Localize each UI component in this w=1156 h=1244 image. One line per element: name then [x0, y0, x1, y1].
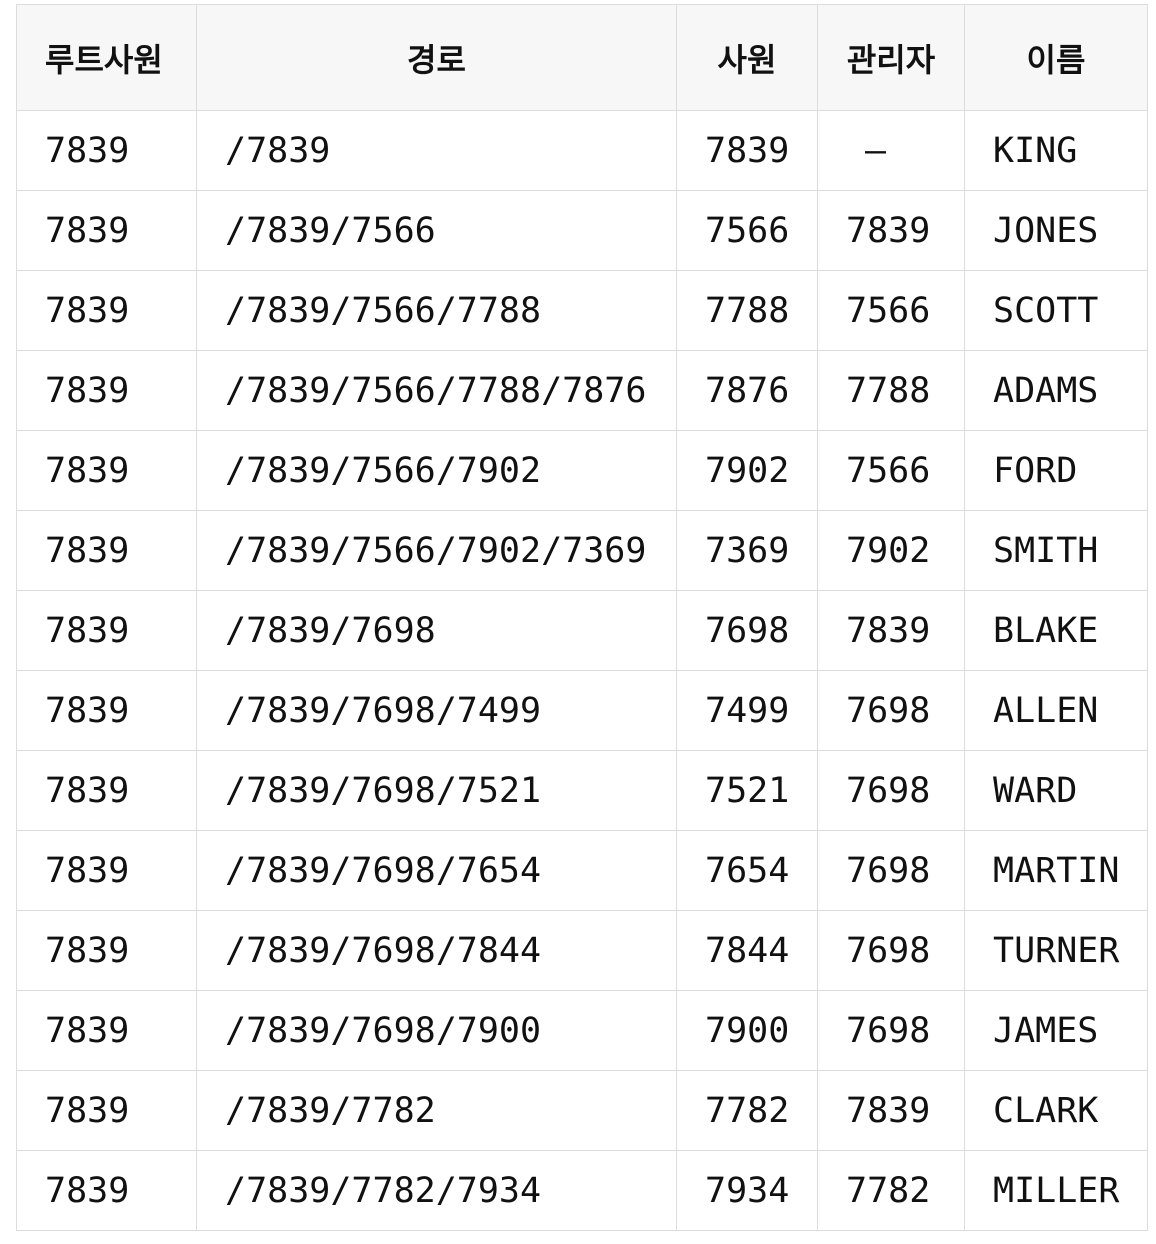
table-row: 7839/7839/7566/7902/7369 7369 7902 SMITH: [16, 510, 1148, 591]
hierarchy-table-container: 루트사원 경로 사원 관리자 이름 7839/7839 7839– KING 7839…: [16, 4, 1148, 1231]
path-cell: /7839/7566/7788: [196, 270, 677, 351]
root-employee-cell: 7839: [16, 510, 197, 591]
name-cell: WARD: [964, 750, 1148, 831]
name-cell: SCOTT: [964, 270, 1148, 351]
name-cell: KING: [964, 110, 1148, 191]
manager-cell: 7839: [817, 590, 965, 671]
manager-cell: 7698: [817, 830, 965, 911]
header-path: 경로: [196, 4, 677, 111]
table-row: 7839/7839/7698 7698 7839 BLAKE: [16, 590, 1148, 671]
manager-cell: 7902: [817, 510, 965, 591]
path-cell: /7839/7566/7902/7369: [196, 510, 677, 591]
name-cell: JAMES: [964, 990, 1148, 1071]
manager-cell: 7566: [817, 270, 965, 351]
manager-cell: 7782: [817, 1150, 965, 1231]
manager-cell: –: [817, 110, 965, 191]
path-cell: /7839/7566/7788/7876: [196, 350, 677, 431]
name-cell: TURNER: [964, 910, 1148, 991]
table-row: 7839/7839/7782 7782 7839 CLARK: [16, 1070, 1148, 1151]
manager-cell: 7839: [817, 1070, 965, 1151]
table-row: 7839/7839/7566 7566 7839 JONES: [16, 190, 1148, 271]
path-cell: /7839: [196, 110, 677, 191]
path-cell: /7839/7698/7900: [196, 990, 677, 1071]
table-row: 7839/7839/7698/7654 7654 7698 MARTIN: [16, 830, 1148, 911]
employee-cell: 7782: [676, 1070, 818, 1151]
name-cell: ADAMS: [964, 350, 1148, 431]
manager-cell: 7788: [817, 350, 965, 431]
employee-cell: 7369: [676, 510, 818, 591]
table-row: 7839/7839/7698/7900 7900 7698 JAMES: [16, 990, 1148, 1071]
name-cell: MARTIN: [964, 830, 1148, 911]
employee-cell: 7698: [676, 590, 818, 671]
root-employee-cell: 7839: [16, 670, 197, 751]
path-cell: /7839/7698/7654: [196, 830, 677, 911]
employee-cell: 7521: [676, 750, 818, 831]
table-row: 7839/7839 7839– KING: [16, 110, 1148, 191]
table-row: 7839/7839/7566/7902 7902 7566 FORD: [16, 430, 1148, 511]
path-cell: /7839/7566/7902: [196, 430, 677, 511]
path-cell: /7839/7698/7499: [196, 670, 677, 751]
name-cell: MILLER: [964, 1150, 1148, 1231]
path-cell: /7839/7698/7521: [196, 750, 677, 831]
root-employee-cell: 7839: [16, 430, 197, 511]
employee-cell: 7844: [676, 910, 818, 991]
employee-cell: 7876: [676, 350, 818, 431]
employee-cell: 7900: [676, 990, 818, 1071]
table-row: 7839/7839/7566/7788 7788 7566 SCOTT: [16, 270, 1148, 351]
header-manager: 관리자: [817, 4, 965, 111]
header-row: 루트사원 경로 사원 관리자 이름: [16, 4, 1148, 111]
name-cell: FORD: [964, 430, 1148, 511]
root-employee-cell: 7839: [16, 190, 197, 271]
table-header: 루트사원 경로 사원 관리자 이름: [16, 4, 1148, 111]
employee-cell: 7566: [676, 190, 818, 271]
name-cell: SMITH: [964, 510, 1148, 591]
table-row: 7839/7839/7566/7788/7876 7876 7788 ADAMS: [16, 350, 1148, 431]
manager-cell: 7698: [817, 910, 965, 991]
root-employee-cell: 7839: [16, 910, 197, 991]
path-cell: /7839/7566: [196, 190, 677, 271]
hierarchy-table: 루트사원 경로 사원 관리자 이름 7839/7839 7839– KING 7839…: [16, 4, 1148, 1231]
root-employee-cell: 7839: [16, 350, 197, 431]
employee-cell: 7654: [676, 830, 818, 911]
path-cell: /7839/7782: [196, 1070, 677, 1151]
path-cell: /7839/7782/7934: [196, 1150, 677, 1231]
table-body: 7839/7839 7839– KING 7839/7839/7566 7566 7839…: [16, 110, 1148, 1231]
manager-cell: 7698: [817, 990, 965, 1071]
employee-cell: 7934: [676, 1150, 818, 1231]
manager-cell: 7698: [817, 750, 965, 831]
employee-cell: 7499: [676, 670, 818, 751]
employee-cell: 7902: [676, 430, 818, 511]
manager-cell: 7839: [817, 190, 965, 271]
table-row: 7839/7839/7782/7934 7934 7782 MILLER: [16, 1150, 1148, 1231]
root-employee-cell: 7839: [16, 1150, 197, 1231]
header-root-employee: 루트사원: [16, 4, 197, 111]
path-cell: /7839/7698/7844: [196, 910, 677, 991]
employee-cell: 7788: [676, 270, 818, 351]
name-cell: BLAKE: [964, 590, 1148, 671]
table-row: 7839/7839/7698/7844 7844 7698 TURNER: [16, 910, 1148, 991]
root-employee-cell: 7839: [16, 1070, 197, 1151]
name-cell: CLARK: [964, 1070, 1148, 1151]
manager-cell: 7698: [817, 670, 965, 751]
manager-cell: 7566: [817, 430, 965, 511]
path-cell: /7839/7698: [196, 590, 677, 671]
header-name: 이름: [964, 4, 1148, 111]
employee-cell: 7839: [676, 110, 818, 191]
header-employee: 사원: [676, 4, 818, 111]
root-employee-cell: 7839: [16, 270, 197, 351]
table-row: 7839/7839/7698/7499 7499 7698 ALLEN: [16, 670, 1148, 751]
root-employee-cell: 7839: [16, 110, 197, 191]
root-employee-cell: 7839: [16, 990, 197, 1071]
root-employee-cell: 7839: [16, 590, 197, 671]
name-cell: ALLEN: [964, 670, 1148, 751]
name-cell: JONES: [964, 190, 1148, 271]
table-row: 7839/7839/7698/7521 7521 7698 WARD: [16, 750, 1148, 831]
root-employee-cell: 7839: [16, 750, 197, 831]
root-employee-cell: 7839: [16, 830, 197, 911]
